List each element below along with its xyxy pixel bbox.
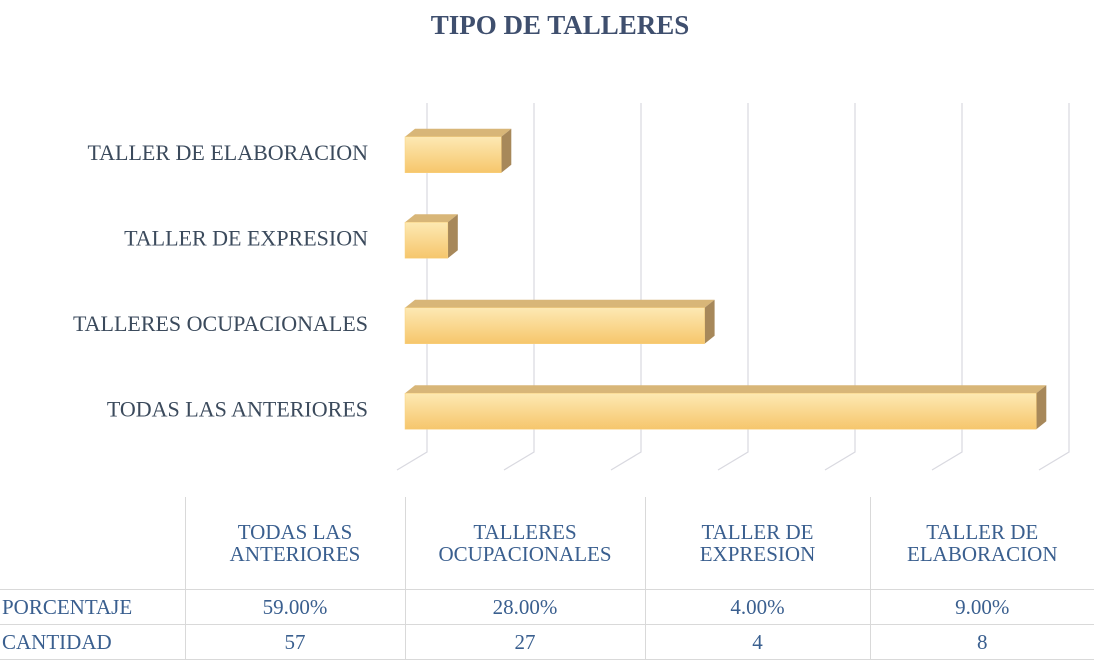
bar-side: [447, 214, 458, 259]
table-cell: 4.00%: [644, 589, 871, 625]
bar-side: [1036, 385, 1047, 430]
y-tick-label: TALLER DE EXPRESION: [124, 225, 368, 250]
table-cell: TODAS LAS ANTERIORES: [184, 497, 406, 590]
table-cell: 27: [404, 624, 646, 660]
table-cell: TALLER DE EXPRESION: [644, 497, 871, 590]
bar-top: [405, 214, 458, 223]
grid-line: [824, 103, 856, 471]
table-row: PORCENTAJE 59.00% 28.00% 4.00% 9.00%: [0, 589, 1094, 625]
grid-line: [503, 103, 535, 471]
bar-top: [405, 128, 512, 137]
bar-front: [404, 393, 1037, 430]
table-cell: 9.00%: [869, 589, 1094, 625]
table-cell: PORCENTAJE: [0, 589, 186, 625]
y-tick-label: TALLER DE ELABORACION: [87, 140, 368, 165]
table-cell: 4: [644, 624, 871, 660]
bar-front: [404, 136, 502, 173]
table-cell: CANTIDAD: [0, 624, 186, 660]
y-tick-label: TALLERES OCUPACIONALES: [73, 311, 368, 336]
bar-top: [405, 299, 715, 308]
chart: TIPO DE TALLERES TODAS LAS ANTERIORES TAL…: [73, 10, 1070, 471]
chart-title: TIPO DE TALLERES: [431, 10, 690, 40]
bar-front: [404, 222, 449, 259]
y-tick-label: TODAS LAS ANTERIORES: [107, 396, 368, 421]
table-cell: TALLER DE ELABORACION: [869, 497, 1094, 590]
bar: [404, 214, 458, 259]
bar-side: [501, 128, 512, 173]
table-row: CANTIDAD 57 27 4 8: [0, 624, 1094, 660]
bar: [404, 299, 715, 344]
table-cell: 57: [184, 624, 406, 660]
data-table: TODAS LAS ANTERIORES TALLERES OCUPACIONAL…: [0, 497, 1094, 660]
bar: [404, 128, 512, 173]
grid-line: [931, 103, 963, 471]
table-header-row: TODAS LAS ANTERIORES TALLERES OCUPACIONAL…: [0, 497, 1094, 590]
table-cell: 28.00%: [404, 589, 646, 625]
bar-top: [405, 385, 1047, 394]
table-cell: [0, 497, 185, 590]
bar-front: [404, 307, 705, 344]
table-cell: 8: [869, 624, 1094, 660]
grid-line: [610, 103, 642, 471]
grid-line: [1038, 103, 1070, 471]
table-cell: 59.00%: [184, 589, 406, 625]
bar-side: [704, 299, 715, 344]
grid-line: [717, 103, 749, 471]
bar: [404, 385, 1047, 430]
table-cell: TALLERES OCUPACIONALES: [404, 497, 646, 590]
